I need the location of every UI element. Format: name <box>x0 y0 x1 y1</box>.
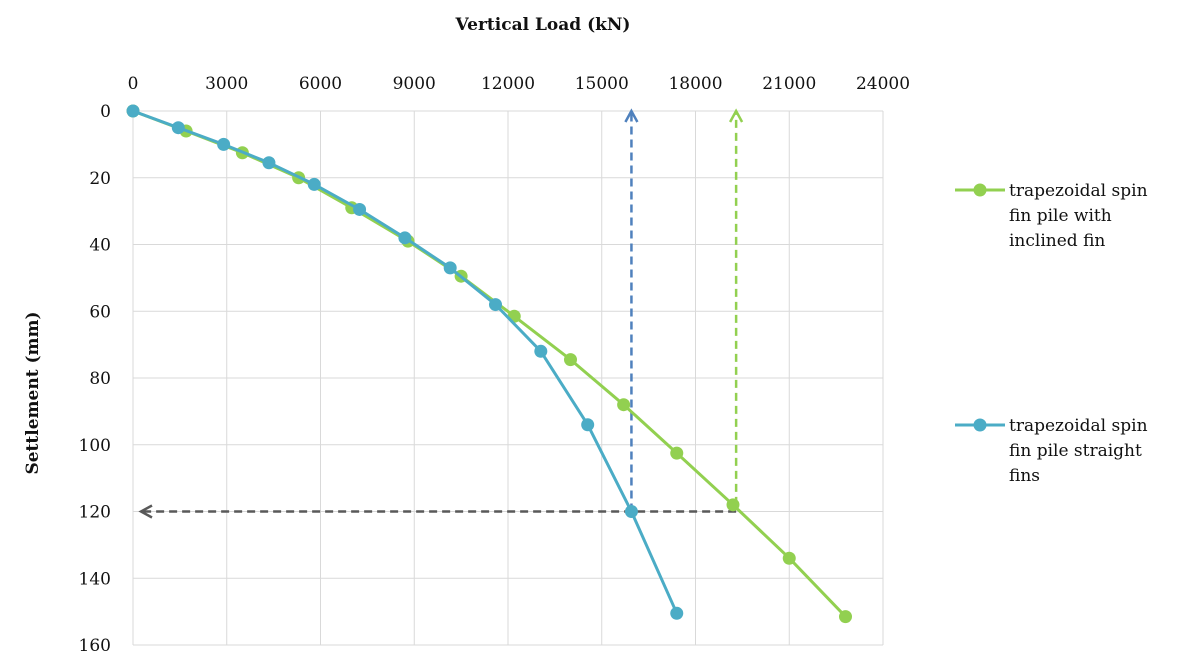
data-point <box>398 231 412 245</box>
data-point <box>839 610 852 624</box>
data-point <box>353 202 367 216</box>
data-point <box>262 156 276 170</box>
x-axis-title: Vertical Load (kN) <box>455 15 631 35</box>
y-axis-ticks: 0 20 40 60 80 100 120 140 160 <box>79 102 111 656</box>
series-line <box>132 109 679 614</box>
series-2 <box>126 104 684 620</box>
series-line <box>132 109 847 618</box>
legend-swatch-marker <box>973 183 987 197</box>
y-tick-label: 80 <box>89 369 111 389</box>
legend-label-line: fins <box>1009 466 1040 486</box>
x-tick-label: 6000 <box>299 74 342 94</box>
y-tick-label: 160 <box>79 636 111 656</box>
legend-label-line: trapezoidal spin <box>1009 416 1148 436</box>
data-point <box>726 498 740 512</box>
x-tick-label: 15000 <box>575 74 629 94</box>
legend-label-line: trapezoidal spin <box>1009 181 1148 201</box>
legend-item-2: trapezoidal spin fin pile straight fins <box>955 416 1148 486</box>
x-tick-label: 24000 <box>856 74 910 94</box>
data-point <box>126 104 140 118</box>
data-point <box>171 121 185 135</box>
reference-lines <box>138 108 744 519</box>
y-tick-label: 140 <box>79 569 111 589</box>
data-point <box>581 418 595 432</box>
x-axis-ticks: 0 3000 6000 9000 12000 15000 18000 21000 24000 <box>128 74 910 94</box>
legend-label-line: fin pile straight <box>1009 441 1142 461</box>
y-tick-label: 40 <box>89 236 111 256</box>
legend-item-1: trapezoidal spin fin pile with inclined fi… <box>955 181 1148 251</box>
legend-label-line: fin pile with <box>1009 206 1112 226</box>
legend-label-line: inclined fin <box>1009 231 1105 251</box>
data-point <box>217 137 231 151</box>
data-point <box>443 261 457 275</box>
data-point <box>489 298 502 312</box>
x-tick-label: 21000 <box>762 74 816 94</box>
x-tick-label: 18000 <box>668 74 722 94</box>
y-tick-label: 100 <box>79 436 111 456</box>
series <box>126 104 852 624</box>
legend-swatch-marker <box>973 418 987 432</box>
y-tick-label: 60 <box>89 302 111 322</box>
x-tick-label: 12000 <box>481 74 535 94</box>
data-point <box>617 398 631 412</box>
y-tick-label: 120 <box>79 503 111 523</box>
y-tick-label: 0 <box>100 102 111 122</box>
x-tick-label: 0 <box>128 74 139 94</box>
inclined-fin-load-line-arrowhead <box>729 108 744 123</box>
data-point <box>564 353 577 367</box>
straight-fin-load-line-arrowhead <box>624 108 639 123</box>
y-axis-title: Settlement (mm) <box>23 311 43 474</box>
data-point <box>534 344 548 358</box>
legend: trapezoidal spin fin pile with inclined fi… <box>955 181 1148 486</box>
x-tick-label: 3000 <box>205 74 248 94</box>
data-point <box>782 551 796 565</box>
settlement-120-line-arrowhead <box>138 504 153 519</box>
data-point <box>670 606 684 620</box>
grid <box>132 110 884 646</box>
data-point <box>624 505 638 518</box>
data-point <box>307 177 321 191</box>
series-1 <box>126 104 852 624</box>
data-point <box>670 446 684 460</box>
y-tick-label: 20 <box>89 169 111 189</box>
x-tick-label: 9000 <box>393 74 436 94</box>
